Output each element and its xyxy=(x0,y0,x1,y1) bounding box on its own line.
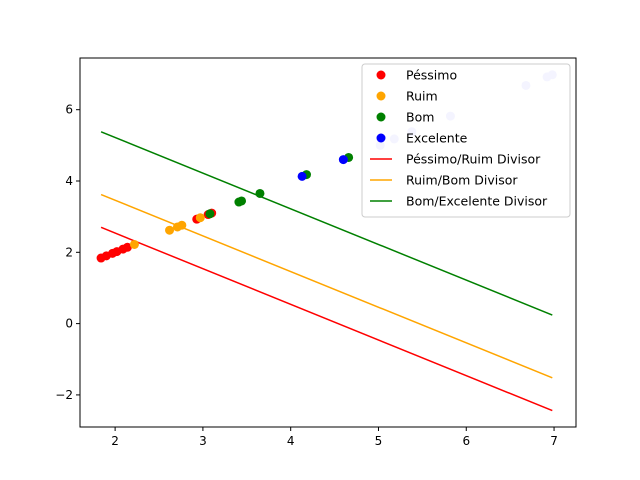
y-tick-label-4: 4 xyxy=(65,174,73,188)
x-axis: 2 3 4 5 6 7 xyxy=(111,427,558,448)
y-tick-label-0: 0 xyxy=(65,317,73,331)
x-tick-label-5: 5 xyxy=(375,434,383,448)
legend-label-pessimo: Péssimo xyxy=(406,68,457,83)
legend-label-ruim: Ruim xyxy=(406,89,438,104)
ruim-point-1 xyxy=(165,225,175,235)
y-tick-label--2: −2 xyxy=(55,388,73,402)
pessimo-ruim-divisor-line xyxy=(100,226,553,412)
legend-label-bom-excelente-divisor: Bom/Excelente Divisor xyxy=(406,194,548,209)
excelente-point-0 xyxy=(297,171,307,181)
bom-point-3 xyxy=(255,188,265,198)
pessimo-point-5 xyxy=(122,242,132,252)
plot-frame xyxy=(79,57,577,428)
bom-point-2 xyxy=(237,196,247,206)
legend-label-bom: Bom xyxy=(406,110,434,125)
legend-marker-pessimo xyxy=(376,70,386,80)
legend-marker-bom xyxy=(376,112,386,122)
ruim-point-0 xyxy=(129,239,139,249)
excelente-point-1 xyxy=(338,155,348,165)
y-axis: −2 0 2 4 6 xyxy=(55,103,80,402)
legend-label-pessimo-ruim-divisor: Péssimo/Ruim Divisor xyxy=(406,152,541,167)
ruim-point-4 xyxy=(195,213,205,223)
bom-point-0 xyxy=(205,209,215,219)
x-tick-label-7: 7 xyxy=(550,434,558,448)
legend-label-excelente: Excelente xyxy=(406,131,468,146)
x-tick-label-3: 3 xyxy=(199,434,207,448)
ruim-point-3 xyxy=(177,220,187,230)
y-tick-label-2: 2 xyxy=(65,245,73,259)
y-tick-label-6: 6 xyxy=(65,103,73,117)
legend: Péssimo Ruim Bom Excelente Péssimo/Ruim Divi… xyxy=(361,63,571,218)
legend-marker-excelente xyxy=(376,133,386,143)
legend-marker-ruim xyxy=(376,91,386,101)
x-tick-label-6: 6 xyxy=(462,434,470,448)
x-tick-label-2: 2 xyxy=(111,434,119,448)
legend-label-ruim-bom-divisor: Ruim/Bom Divisor xyxy=(406,173,518,188)
legend-box xyxy=(361,63,571,218)
x-tick-label-4: 4 xyxy=(287,434,295,448)
bom-excelente-divisor-line xyxy=(100,131,553,316)
plot-content xyxy=(96,70,557,412)
